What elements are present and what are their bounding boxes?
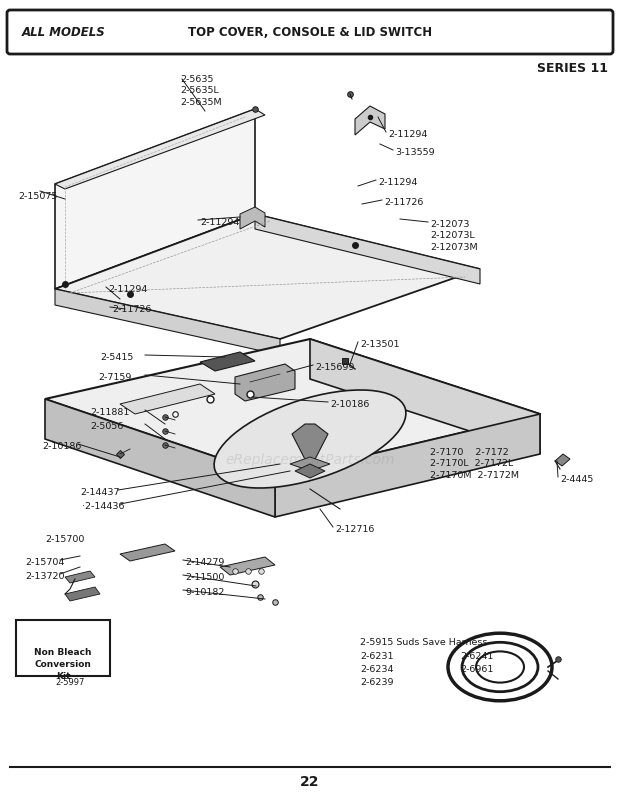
Text: 2-6231: 2-6231 <box>360 651 394 660</box>
Text: ALL MODELS: ALL MODELS <box>22 27 106 40</box>
Text: 2-6241: 2-6241 <box>460 651 494 660</box>
Text: 2-7170    2-7172
2-7170L  2-7172L
2-7170M  2-7172M: 2-7170 2-7172 2-7170L 2-7172L 2-7170M 2-… <box>430 448 519 479</box>
Polygon shape <box>235 365 295 401</box>
Text: 2-12716: 2-12716 <box>335 525 374 534</box>
Text: 2-7159: 2-7159 <box>98 372 131 381</box>
Text: 2-5056: 2-5056 <box>90 422 123 431</box>
FancyBboxPatch shape <box>16 620 110 676</box>
Text: eReplacementParts.com: eReplacementParts.com <box>225 453 395 466</box>
Text: 2-12073
2-12073L
2-12073M: 2-12073 2-12073L 2-12073M <box>430 220 477 251</box>
Polygon shape <box>292 424 328 470</box>
Text: 2-11726: 2-11726 <box>384 198 423 207</box>
Text: 2-11881: 2-11881 <box>90 407 130 417</box>
Text: 2-14437: 2-14437 <box>80 487 120 496</box>
Text: 2-5415: 2-5415 <box>100 353 133 362</box>
Polygon shape <box>55 215 265 296</box>
Polygon shape <box>65 587 100 601</box>
Text: 2-5915 Suds Save Harness: 2-5915 Suds Save Harness <box>360 637 487 646</box>
Text: 22: 22 <box>300 774 320 788</box>
Text: 2-10186: 2-10186 <box>42 441 81 450</box>
Text: 2-6239: 2-6239 <box>360 677 394 686</box>
Text: 2-11294: 2-11294 <box>200 217 239 227</box>
Text: 2-14279: 2-14279 <box>185 557 224 566</box>
Polygon shape <box>45 400 275 517</box>
Ellipse shape <box>214 391 406 488</box>
Text: SERIES 11: SERIES 11 <box>537 62 608 75</box>
Text: Non Bleach
Conversion
Kit: Non Bleach Conversion Kit <box>34 647 92 680</box>
Text: 2-11294: 2-11294 <box>108 285 148 294</box>
Polygon shape <box>120 544 175 561</box>
Text: 2-15704: 2-15704 <box>25 557 64 566</box>
Text: ·2-14436: ·2-14436 <box>82 501 125 510</box>
Text: 2-15075: 2-15075 <box>18 191 58 201</box>
Text: 3-13559: 3-13559 <box>395 148 435 157</box>
Text: 9-10182: 9-10182 <box>185 587 224 596</box>
Polygon shape <box>45 340 540 478</box>
Polygon shape <box>255 215 480 285</box>
Text: 2-10186: 2-10186 <box>330 400 370 409</box>
Polygon shape <box>55 215 480 340</box>
Text: 2-13501: 2-13501 <box>360 340 399 349</box>
Text: TOP COVER, CONSOLE & LID SWITCH: TOP COVER, CONSOLE & LID SWITCH <box>188 27 432 40</box>
Text: 2-11294: 2-11294 <box>388 130 427 139</box>
Text: 2-15699: 2-15699 <box>315 363 355 371</box>
Text: 2-15700: 2-15700 <box>45 534 84 543</box>
Text: 2-11726: 2-11726 <box>112 305 151 314</box>
Polygon shape <box>55 109 265 190</box>
Text: 2-5997: 2-5997 <box>55 677 84 686</box>
Polygon shape <box>310 340 540 454</box>
Text: 2-6234: 2-6234 <box>360 664 394 673</box>
Polygon shape <box>120 384 215 414</box>
Polygon shape <box>55 290 280 355</box>
Polygon shape <box>295 465 325 478</box>
Text: 2-11500: 2-11500 <box>185 573 224 581</box>
Polygon shape <box>555 454 570 466</box>
Polygon shape <box>355 107 385 135</box>
Text: 2-5635
2-5635L
2-5635M: 2-5635 2-5635L 2-5635M <box>180 75 221 107</box>
Polygon shape <box>240 208 265 230</box>
Polygon shape <box>290 457 330 471</box>
Polygon shape <box>200 353 255 371</box>
Polygon shape <box>65 571 95 583</box>
FancyBboxPatch shape <box>7 11 613 55</box>
Text: 2-6961: 2-6961 <box>460 664 494 673</box>
Polygon shape <box>55 109 255 290</box>
Polygon shape <box>275 414 540 517</box>
Polygon shape <box>220 557 275 575</box>
Text: 2-4445: 2-4445 <box>560 474 593 483</box>
Text: 2-11294: 2-11294 <box>378 178 417 187</box>
Text: 2-13720: 2-13720 <box>25 571 64 581</box>
